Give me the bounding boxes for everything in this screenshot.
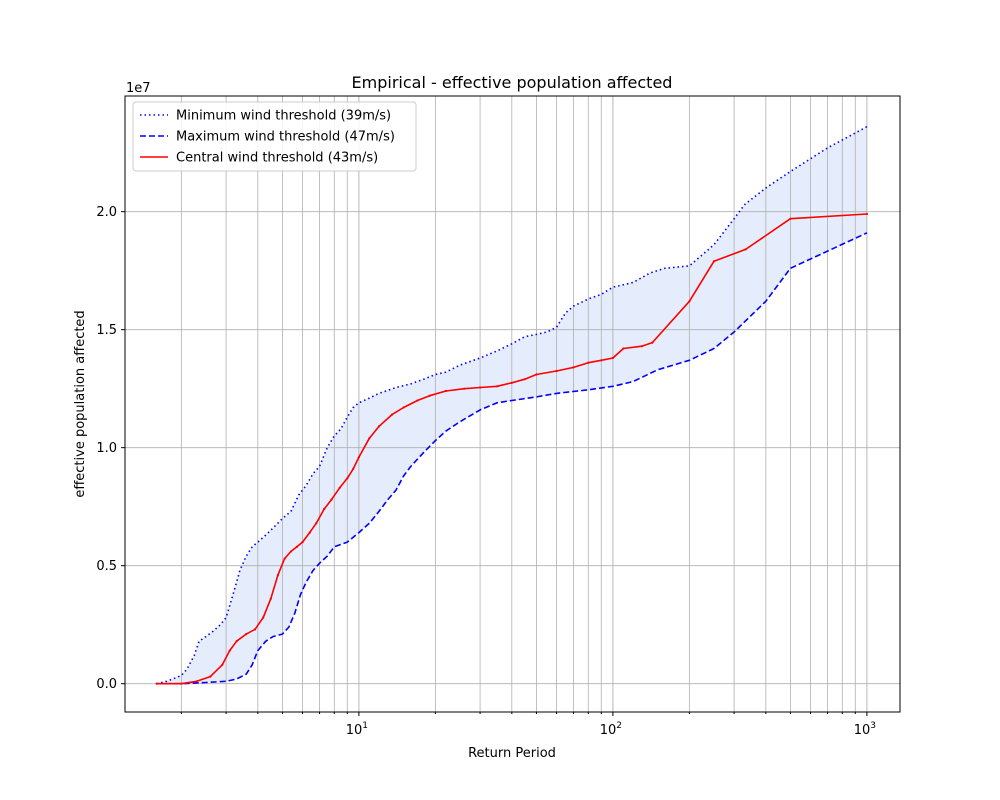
data-point — [352, 467, 355, 470]
data-point — [377, 425, 381, 428]
data-point — [510, 381, 513, 384]
legend-box — [132, 101, 417, 172]
data-point — [416, 399, 419, 402]
series-line-dashed — [156, 232, 868, 685]
x-tick-label: 103 — [854, 721, 876, 738]
data-point — [688, 300, 691, 303]
y-tick-label: 1.5 — [96, 323, 117, 338]
data-point — [611, 356, 615, 360]
legend-label: Maximum wind threshold (47m/s) — [176, 130, 395, 145]
data-point — [535, 373, 538, 376]
x-tick-label: 101 — [346, 721, 368, 738]
data-point — [496, 385, 499, 388]
data-point — [283, 557, 286, 560]
data-point — [295, 545, 298, 548]
data-point — [463, 387, 466, 390]
data-point — [622, 347, 625, 350]
data-point — [276, 574, 279, 577]
data-point — [444, 389, 447, 393]
data-point — [323, 507, 326, 511]
data-point — [479, 386, 482, 389]
data-point — [315, 522, 318, 525]
data-point — [245, 633, 248, 636]
data-point — [587, 361, 590, 364]
data-point — [235, 640, 238, 643]
plot-frame — [124, 95, 901, 713]
data-point — [523, 378, 526, 381]
data-point — [640, 345, 643, 348]
chart-title: Empirical - effective population affecte… — [352, 73, 673, 92]
data-point — [744, 248, 747, 251]
data-point — [195, 680, 198, 683]
y-axis-multiplier-label: 1e7 — [126, 81, 151, 96]
data-point — [180, 682, 183, 685]
data-point — [308, 531, 311, 534]
data-point — [651, 341, 654, 344]
series-layer — [155, 125, 869, 685]
legend-label: Central wind threshold (43m/s) — [176, 151, 378, 166]
data-point — [221, 663, 224, 666]
data-point — [228, 649, 231, 652]
data-point — [572, 366, 575, 369]
data-point — [330, 498, 333, 501]
data-point — [269, 597, 272, 600]
data-point — [555, 369, 558, 373]
data-point — [600, 359, 603, 362]
data-point — [789, 217, 792, 220]
legend-label: Minimum wind threshold (39m/s) — [176, 109, 391, 124]
data-point — [368, 437, 371, 440]
data-point — [262, 616, 265, 619]
data-point — [155, 682, 158, 685]
data-point — [289, 550, 292, 553]
data-point — [390, 413, 394, 416]
y-tick-label: 2.0 — [96, 205, 117, 220]
x-axis-label: Return Period — [468, 746, 556, 761]
data-point — [428, 394, 431, 397]
data-point — [712, 260, 716, 263]
data-point — [209, 675, 212, 678]
data-point — [253, 628, 257, 631]
x-tick-label: 102 — [600, 721, 622, 738]
series-line-dotted — [156, 125, 868, 685]
data-point — [357, 456, 360, 459]
y-axis-label: effective population affected — [73, 310, 88, 497]
y-tick-label: 0.0 — [96, 677, 117, 692]
data-point — [865, 212, 869, 216]
data-point — [346, 477, 349, 480]
grid-layer — [125, 96, 900, 712]
data-point — [402, 406, 405, 409]
series-line-solid — [156, 213, 867, 685]
legend: Minimum wind threshold (39m/s) Maximum wi… — [132, 101, 417, 172]
data-point — [301, 541, 304, 544]
y-tick-label: 1.0 — [96, 441, 117, 456]
data-point — [338, 486, 341, 489]
y-tick-label: 0.5 — [96, 559, 117, 574]
